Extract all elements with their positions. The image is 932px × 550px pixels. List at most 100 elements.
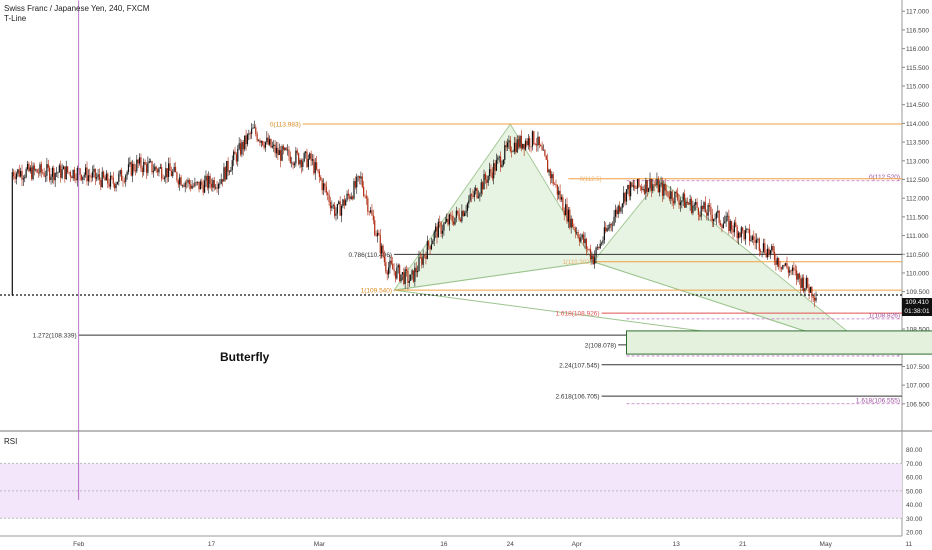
candle-body (771, 246, 773, 251)
candle-body (587, 248, 589, 250)
candle-body (538, 136, 540, 145)
x-tick-label: May (820, 541, 833, 548)
candle-body (114, 183, 116, 189)
candle-body (566, 204, 568, 222)
candle-body (192, 185, 195, 187)
candle-body (354, 181, 356, 188)
candle-body (790, 270, 792, 272)
candle-body (684, 193, 686, 208)
y-tick-label: 108.500 (906, 327, 930, 334)
candle-body (470, 194, 473, 196)
candle-body (796, 270, 798, 280)
candle-body (450, 214, 452, 216)
candle-body (165, 168, 167, 178)
candle-body (68, 172, 70, 173)
candle-body (226, 160, 228, 180)
candle-body (537, 136, 539, 146)
candle-body (360, 176, 362, 179)
candle-body (307, 158, 309, 168)
candle-body (195, 182, 197, 183)
candle-body (383, 256, 386, 262)
candle-body (446, 218, 448, 222)
candle-body (686, 201, 688, 204)
candle-body (403, 272, 405, 284)
candle-body (130, 162, 132, 176)
candle-body (679, 202, 682, 206)
candle-body (455, 210, 457, 218)
candle-body (298, 153, 300, 165)
candle-body (295, 150, 297, 164)
candle-body (159, 167, 161, 169)
candle-body (24, 177, 26, 179)
candle-body (540, 144, 542, 147)
candle-body (506, 142, 509, 148)
candle-body (685, 201, 687, 208)
candle-body (129, 162, 131, 165)
candle-body (119, 170, 121, 174)
candle-body (267, 137, 269, 145)
candle-body (437, 221, 439, 238)
candle-body (504, 145, 506, 160)
candle-body (155, 166, 157, 170)
candle-body (389, 260, 391, 268)
candle-body (735, 222, 737, 227)
candle-body (73, 169, 76, 179)
candle-body (645, 180, 647, 194)
candle-body (266, 137, 268, 142)
candle-body (534, 144, 536, 145)
candle-body (757, 238, 759, 240)
candle-body (90, 176, 92, 178)
candle-body (280, 150, 282, 161)
candle-body (787, 267, 789, 273)
candle-body (235, 154, 237, 162)
candle-body (628, 185, 630, 197)
pattern-bcd-triangle (592, 178, 876, 355)
candle-body (223, 167, 225, 182)
candle-body (708, 204, 711, 207)
candle-body (797, 273, 799, 280)
candle-body (707, 204, 709, 216)
candle-body (241, 142, 243, 155)
candle-body (786, 263, 788, 268)
candle-body (675, 191, 677, 193)
candle-body (96, 177, 98, 179)
candle-body (754, 239, 756, 244)
candle-body (369, 210, 372, 213)
candle-body (692, 206, 694, 213)
candle-body (120, 170, 123, 181)
candle-body (573, 226, 575, 229)
candle-body (809, 286, 812, 293)
candle-body (585, 238, 587, 249)
candle-body (625, 189, 628, 202)
candle-body (197, 181, 199, 183)
candle-body (798, 273, 801, 279)
candle-body (717, 210, 719, 213)
y-tick-label: 114.000 (906, 121, 929, 128)
candle-body (688, 203, 690, 205)
candle-body (697, 207, 700, 216)
candle-body (42, 172, 44, 173)
candle-body (469, 194, 471, 201)
candle-body (85, 167, 87, 175)
candle-body (558, 190, 560, 195)
candle-body (184, 182, 186, 187)
candle-body (767, 248, 769, 258)
candle-body (138, 157, 141, 164)
candle-body (526, 140, 528, 146)
candle-body (342, 199, 344, 207)
candle-body (511, 151, 513, 152)
candle-body (105, 173, 107, 181)
candle-body (399, 265, 401, 282)
candle-body (292, 162, 294, 166)
candle-body (134, 170, 137, 172)
candle-body (693, 204, 695, 207)
candle-body (20, 170, 22, 177)
candle-body (436, 226, 438, 238)
candle-body (234, 151, 236, 155)
candle-body (560, 197, 563, 200)
candle-body (620, 207, 622, 212)
candle-body (814, 297, 816, 301)
candle-body (426, 241, 428, 259)
candle-body (57, 172, 59, 174)
